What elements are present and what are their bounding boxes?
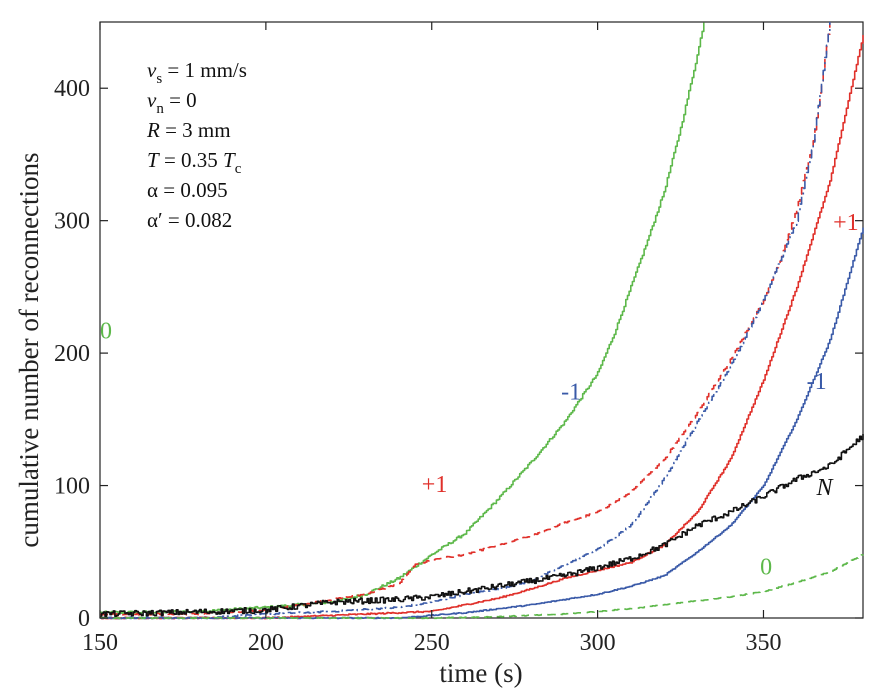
series-red-dashed [100, 22, 831, 616]
plot-frame [99, 21, 864, 619]
y-axis-label: cumulative number of reconnections [14, 152, 44, 547]
series-label-blue-dashdot: -1 [561, 379, 581, 405]
x-tick-label: 200 [248, 630, 284, 656]
series-label-blue-solid: -1 [807, 369, 827, 395]
y-tick-label: 100 [54, 474, 90, 500]
y-tick-label: 300 [54, 209, 90, 235]
y-tick-label: 200 [54, 341, 90, 367]
param-alpha-prime: α′ = 0.082 [147, 208, 232, 232]
series-black-N [100, 434, 864, 618]
series-label-green-solid: 0 [100, 319, 112, 345]
x-tick-label: 300 [580, 630, 616, 656]
series-label-red-solid: +1 [833, 210, 859, 236]
param-vs: vs = 1 mm/s [147, 58, 247, 87]
series-green-dashed [100, 554, 864, 620]
y-tick-label: 400 [54, 76, 90, 102]
x-tick-label: 150 [82, 630, 118, 656]
x-axis-label: time (s) [439, 658, 522, 688]
parameter-box: vs = 1 mm/s vn = 0 R = 3 mm T = 0.35 Tc … [146, 58, 247, 232]
series-labels: 0 +1 -1 +1 -1 N 0 [100, 210, 859, 580]
x-tick-label: 250 [414, 630, 450, 656]
ticks-layer: 150 200 250 300 350 0 100 200 300 400 [54, 22, 863, 656]
param-T: T = 0.35 Tc [147, 148, 242, 177]
y-tick-label: 0 [78, 606, 90, 632]
series-label-green-dashed: 0 [760, 554, 772, 580]
param-R: R = 3 mm [146, 118, 231, 142]
param-vn: vn = 0 [147, 88, 197, 117]
x-tick-label: 350 [745, 630, 781, 656]
series-blue-solid [100, 227, 864, 620]
series-label-black-N: N [816, 475, 835, 501]
series-layer [100, 22, 864, 620]
series-blue-dashdot [100, 22, 831, 620]
series-label-red-dashed: +1 [422, 472, 448, 498]
param-alpha: α = 0.095 [147, 178, 228, 202]
